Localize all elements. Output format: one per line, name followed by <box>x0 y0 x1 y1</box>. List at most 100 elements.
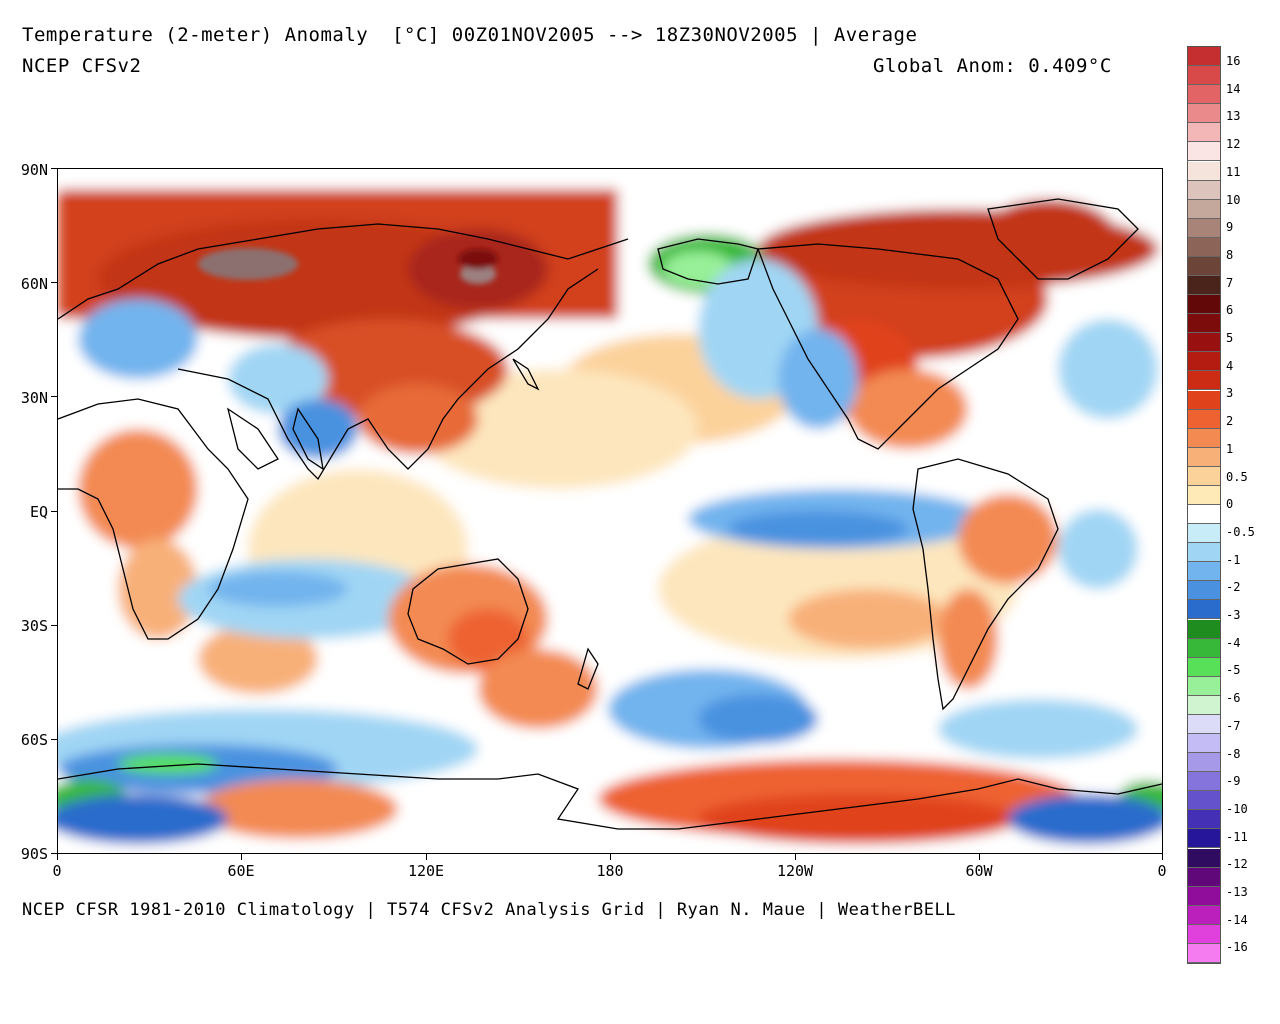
colorbar-swatch <box>1188 886 1220 906</box>
colorbar-swatch <box>1188 447 1220 467</box>
lon-tick <box>426 854 427 860</box>
lat-tick <box>51 739 57 740</box>
colorbar-swatch <box>1188 276 1220 296</box>
colorbar-swatch <box>1188 237 1220 257</box>
colorbar-swatch <box>1188 333 1220 353</box>
lat-tick <box>51 168 57 169</box>
colorbar-label: 13 <box>1226 109 1241 124</box>
lon-label-0: 0 <box>52 862 62 880</box>
colorbar-swatch <box>1188 905 1220 925</box>
colorbar-label: -12 <box>1226 857 1248 872</box>
colorbar-label: 6 <box>1226 303 1234 318</box>
colorbar-swatch <box>1188 390 1220 410</box>
colorbar-label: 0 <box>1226 497 1234 512</box>
colorbar-swatch <box>1188 371 1220 391</box>
colorbar-swatch <box>1188 428 1220 448</box>
extreme-anomaly-patches <box>198 248 498 284</box>
colorbar-label: -10 <box>1226 801 1248 816</box>
colorbar-swatch <box>1188 123 1220 143</box>
colorbar-swatch <box>1188 695 1220 715</box>
colorbar-swatch <box>1188 638 1220 658</box>
colorbar-swatch <box>1188 600 1220 620</box>
lat-label-eq: EQ <box>29 503 48 521</box>
colorbar-swatch <box>1188 867 1220 887</box>
lat-tick <box>51 396 57 397</box>
colorbar-label: -14 <box>1226 912 1248 927</box>
colorbar-label: 11 <box>1226 164 1241 179</box>
colorbar-swatch <box>1188 218 1220 238</box>
colorbar-swatch <box>1188 142 1220 162</box>
colorbar-swatch <box>1188 810 1220 830</box>
footer-credits: NCEP CFSR 1981-2010 Climatology | T574 C… <box>22 900 956 920</box>
colorbar-swatch <box>1188 772 1220 792</box>
colorbar-swatch <box>1188 791 1220 811</box>
colorbar-label: -0.5 <box>1226 524 1255 539</box>
colorbar-label: 14 <box>1226 81 1241 96</box>
colorbar-label: -11 <box>1226 829 1248 844</box>
colorbar-label: 9 <box>1226 220 1234 235</box>
colorbar-swatch <box>1188 256 1220 276</box>
colorbar-swatch <box>1188 753 1220 773</box>
coastlines <box>58 198 1162 830</box>
anomaly-map-canvas <box>58 169 1162 853</box>
colorbar-label: 7 <box>1226 275 1234 290</box>
colorbar-label: -7 <box>1226 718 1241 733</box>
lat-label-30s: 30S <box>20 617 48 635</box>
colorbar-label: 10 <box>1226 192 1241 207</box>
colorbar-swatch <box>1188 734 1220 754</box>
colorbar-swatch <box>1188 314 1220 334</box>
colorbar-label: -4 <box>1226 635 1241 650</box>
lon-tick <box>57 854 58 860</box>
lon-label-0-east: 0 <box>1157 862 1167 880</box>
lat-label-60n: 60N <box>20 275 48 293</box>
lat-tick <box>51 625 57 626</box>
colorbar <box>1187 46 1221 964</box>
lon-label-120e: 120E <box>407 862 445 880</box>
colorbar-swatch <box>1188 619 1220 639</box>
colorbar-label: -6 <box>1226 691 1241 706</box>
colorbar-label: -2 <box>1226 580 1241 595</box>
colorbar-label: 0.5 <box>1226 469 1248 484</box>
colorbar-label: 3 <box>1226 386 1234 401</box>
lon-label-180: 180 <box>596 862 624 880</box>
colorbar-swatch <box>1188 581 1220 601</box>
colorbar-swatch <box>1188 485 1220 505</box>
colorbar-swatch <box>1188 676 1220 696</box>
colorbar-swatch <box>1188 714 1220 734</box>
colorbar-swatch <box>1188 161 1220 181</box>
colorbar-label: 5 <box>1226 331 1234 345</box>
lon-tick <box>795 854 796 860</box>
colorbar-swatch <box>1188 85 1220 105</box>
global-anomaly-value: Global Anom: 0.409°C <box>873 55 1112 77</box>
colorbar-label: 4 <box>1226 358 1234 373</box>
colorbar-swatch <box>1188 562 1220 582</box>
lat-label-60s: 60S <box>20 731 48 749</box>
colorbar-label: 8 <box>1226 247 1234 262</box>
colorbar-swatch <box>1188 829 1220 849</box>
colorbar-swatch <box>1188 199 1220 219</box>
colorbar-label: -3 <box>1226 608 1241 622</box>
lat-tick <box>51 282 57 283</box>
colorbar-label: -8 <box>1226 746 1241 761</box>
colorbar-swatch <box>1188 505 1220 525</box>
lon-label-60e: 60E <box>227 862 255 880</box>
lon-label-120w: 120W <box>776 862 814 880</box>
lat-label-90s: 90S <box>20 845 48 863</box>
lon-label-60w: 60W <box>965 862 993 880</box>
colorbar-label: -1 <box>1226 552 1241 567</box>
colorbar-swatch <box>1188 543 1220 563</box>
anomaly-map <box>57 168 1163 854</box>
map-title: Temperature (2-meter) Anomaly [°C] 00Z01… <box>22 24 918 46</box>
colorbar-label: -5 <box>1226 663 1241 678</box>
lat-tick <box>51 511 57 512</box>
model-name: NCEP CFSv2 <box>22 55 142 77</box>
colorbar-label: 16 <box>1226 54 1241 68</box>
colorbar-swatch <box>1188 66 1220 86</box>
colorbar-swatch <box>1188 924 1220 944</box>
colorbar-swatch <box>1188 848 1220 868</box>
colorbar-label: -16 <box>1226 940 1248 955</box>
colorbar-swatch <box>1188 657 1220 677</box>
lon-tick <box>610 854 611 860</box>
colorbar-label: 2 <box>1226 414 1234 429</box>
colorbar-swatch <box>1188 466 1220 486</box>
